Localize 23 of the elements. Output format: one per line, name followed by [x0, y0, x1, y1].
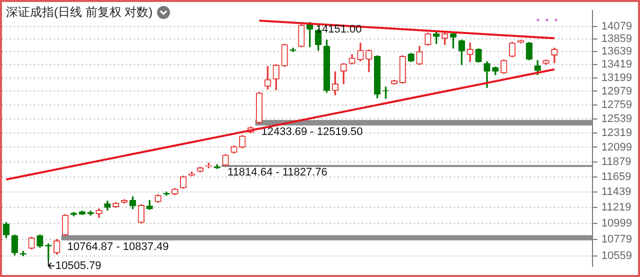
y-tick-label: 13639 [601, 46, 632, 58]
y-tick-label: 13859 [601, 32, 632, 45]
annotation: 14151.00 [316, 23, 362, 36]
y-tick-label: 12539 [601, 112, 632, 125]
chart-title: 深证成指(日线 前复权 对数) [6, 4, 153, 21]
band-label: 10764.87 - 10837.49 [67, 240, 169, 253]
band-label: 11814.64 - 11827.76 [228, 166, 328, 179]
y-tick-label: 14079 [601, 20, 632, 32]
y-tick-label: 12319 [601, 126, 632, 139]
y-tick-label: 12759 [601, 98, 632, 111]
annotation: 10505.79 [55, 260, 102, 272]
y-tick-label: 10559 [601, 250, 632, 262]
y-tick-label: 11659 [601, 170, 632, 183]
y-tick-label: 10779 [601, 233, 632, 246]
y-tick-label: 11439 [601, 186, 632, 198]
y-tick-label: 13419 [601, 58, 632, 71]
y-tick-label: 13199 [601, 72, 632, 84]
y-tick-label: 11219 [601, 202, 632, 214]
y-tick-label: 11879 [601, 156, 632, 168]
band-label: 12433.69 - 12519.50 [261, 126, 363, 138]
y-tick-label: 10999 [601, 217, 632, 230]
y-tick-label: 12979 [601, 85, 632, 98]
y-tick-label: 12099 [601, 141, 632, 154]
